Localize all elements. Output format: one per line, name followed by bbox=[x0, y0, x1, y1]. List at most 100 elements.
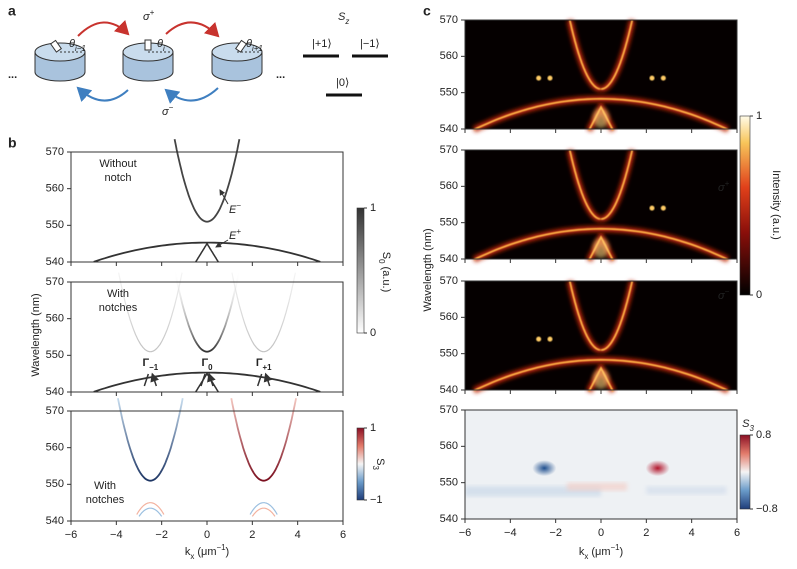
sigma-label: σ+ bbox=[143, 8, 155, 23]
plot-frame bbox=[70, 410, 344, 522]
y-tick-label: 570 bbox=[440, 14, 458, 26]
colorbar bbox=[739, 115, 751, 296]
plot-frame bbox=[464, 280, 738, 391]
y-tick-label: 560 bbox=[440, 50, 458, 62]
heatmap-band bbox=[465, 486, 601, 497]
notch bbox=[234, 39, 248, 53]
y-tick-label: 560 bbox=[440, 311, 458, 323]
label-part: (a.u.) bbox=[380, 264, 392, 293]
heatmap-spot bbox=[536, 336, 542, 342]
colorbar bbox=[356, 427, 365, 501]
label-part: −1 bbox=[217, 543, 227, 552]
y-tick-label: 570 bbox=[46, 405, 64, 417]
x-tick-label: 4 bbox=[295, 529, 301, 541]
heatmap-core bbox=[588, 105, 614, 131]
ellipsis: ... bbox=[276, 69, 285, 81]
plot-frame bbox=[464, 149, 738, 260]
band-curve bbox=[136, 502, 165, 515]
label-part: θ bbox=[246, 38, 252, 50]
x-axis-label: kx (μm−1) bbox=[579, 543, 623, 561]
heatmap-glow bbox=[593, 369, 609, 390]
label-part: E bbox=[229, 204, 237, 216]
heatmap-core bbox=[473, 358, 729, 392]
levels-title: Sz bbox=[338, 11, 349, 26]
colorbar bbox=[356, 207, 365, 334]
plot-annotation: notch bbox=[105, 172, 132, 184]
label-part: + bbox=[236, 227, 241, 236]
y-tick-label: 540 bbox=[46, 515, 64, 527]
label-part: S bbox=[374, 458, 386, 465]
y-tick-label: 540 bbox=[46, 256, 64, 268]
heatmap-spot bbox=[532, 460, 557, 477]
label-part: 3 bbox=[749, 424, 754, 433]
label-part: σ bbox=[162, 106, 169, 118]
plot-annotation: With bbox=[107, 288, 129, 300]
colorbar-label: S0 (a.u.) bbox=[377, 252, 392, 292]
x-tick-label: −4 bbox=[110, 529, 123, 541]
x-tick-label: −2 bbox=[155, 529, 168, 541]
heatmap-spot bbox=[536, 75, 542, 81]
heatmap-spot bbox=[645, 460, 670, 477]
heatmap bbox=[465, 19, 737, 133]
label-part: 0 bbox=[377, 259, 386, 264]
resonator bbox=[211, 39, 263, 82]
heatmap bbox=[465, 149, 737, 263]
panel-label: a bbox=[8, 3, 16, 19]
heatmap-bg bbox=[465, 410, 737, 519]
heatmap-core bbox=[588, 235, 614, 261]
notch bbox=[144, 39, 152, 51]
colorbar-label: S3 bbox=[742, 418, 754, 433]
plot-annotation: notches bbox=[99, 302, 138, 314]
label-part: E bbox=[229, 230, 237, 242]
polarization-label: σ− bbox=[718, 287, 730, 302]
band-curve bbox=[138, 507, 163, 517]
y-tick-label: 570 bbox=[46, 146, 64, 158]
y-tick-label: 540 bbox=[46, 386, 64, 398]
band-curve bbox=[231, 272, 296, 353]
curve-label: E− bbox=[229, 201, 241, 216]
arrow bbox=[165, 21, 220, 38]
band-curve bbox=[118, 272, 183, 353]
y-axis-label: Wavelength (nm) bbox=[30, 293, 42, 376]
colorbar-tick-label: 0.8 bbox=[756, 429, 771, 441]
band-curve bbox=[195, 372, 219, 393]
heatmap-core bbox=[568, 20, 601, 90]
label-part: Γ bbox=[143, 357, 150, 369]
band-curve bbox=[195, 242, 219, 263]
band-curve bbox=[93, 371, 321, 393]
heatmap-spot bbox=[649, 75, 655, 81]
y-tick-label: 550 bbox=[46, 478, 64, 490]
label-part: − bbox=[236, 201, 241, 210]
y-tick-label: 540 bbox=[440, 384, 458, 396]
curve-label: E+ bbox=[229, 227, 241, 242]
colorbar-tick-label: 0 bbox=[370, 327, 376, 339]
colorbar-tick-label: −0.8 bbox=[756, 503, 778, 515]
band-curve bbox=[249, 502, 278, 515]
pointer bbox=[215, 239, 229, 248]
label-part: Γ bbox=[256, 357, 263, 369]
band-curve bbox=[173, 139, 241, 223]
label-part: +1 bbox=[262, 363, 272, 372]
y-axis-label: Wavelength (nm) bbox=[422, 228, 434, 311]
heatmap-glow bbox=[593, 238, 609, 259]
label-part: S bbox=[338, 11, 346, 23]
y-tick-label: 570 bbox=[440, 275, 458, 287]
heatmap-core bbox=[568, 150, 601, 220]
label-part: k bbox=[185, 546, 191, 558]
x-tick-label: 0 bbox=[598, 527, 604, 539]
y-tick-label: 550 bbox=[440, 217, 458, 229]
arrow bbox=[76, 86, 129, 103]
label-part: i−1 bbox=[75, 44, 86, 53]
y-tick-label: 570 bbox=[46, 276, 64, 288]
label-part: (μm bbox=[588, 546, 610, 558]
y-tick-label: 550 bbox=[440, 348, 458, 360]
x-axis-label: kx (μm−1) bbox=[185, 543, 229, 561]
label-part: ) bbox=[620, 546, 624, 558]
y-tick-label: 550 bbox=[440, 87, 458, 99]
heatmap-spot bbox=[660, 75, 666, 81]
heatmap-core bbox=[588, 366, 614, 392]
heatmap-core bbox=[568, 281, 601, 351]
state-label: |0⟩ bbox=[336, 77, 349, 89]
colorbar-tick-label: 1 bbox=[370, 422, 376, 434]
x-tick-label: −6 bbox=[459, 527, 472, 539]
